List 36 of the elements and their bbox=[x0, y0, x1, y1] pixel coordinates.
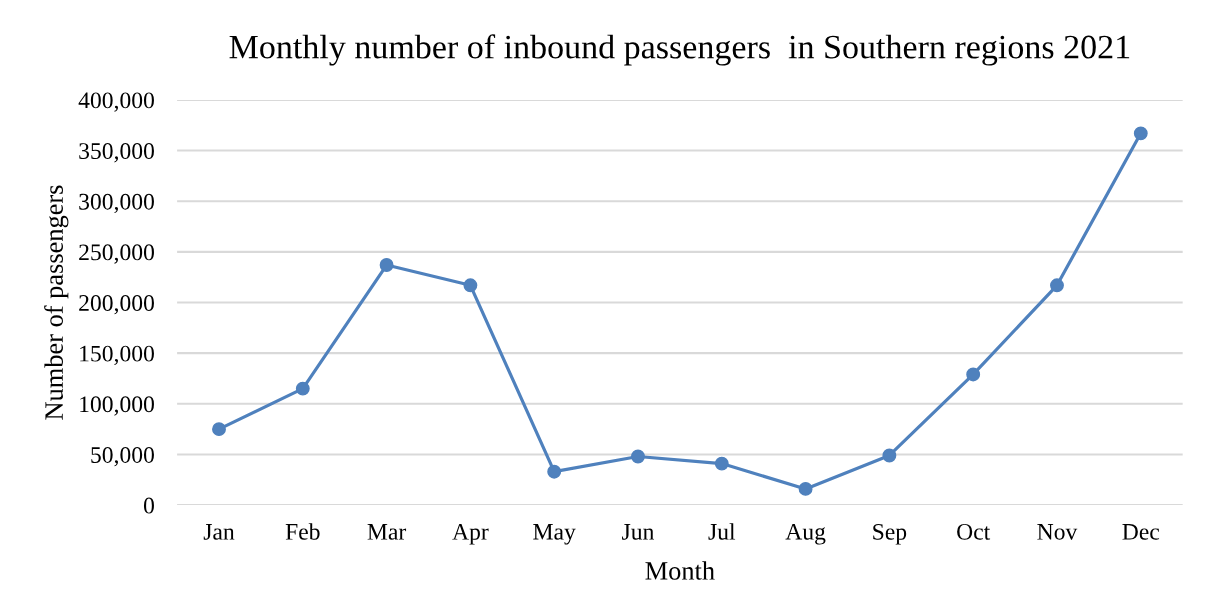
x-tick-label: Aug bbox=[785, 523, 826, 545]
point bbox=[295, 381, 310, 396]
point bbox=[463, 278, 478, 293]
point bbox=[798, 481, 813, 496]
point bbox=[212, 422, 226, 437]
x-tick-label: Feb bbox=[285, 523, 320, 540]
x-tick-label: Dec bbox=[1122, 524, 1160, 540]
y-tick-label: 300,000 bbox=[79, 193, 154, 214]
point bbox=[966, 367, 981, 382]
y-tick-label: 400,000 bbox=[78, 92, 154, 112]
point bbox=[547, 464, 562, 479]
y-tick-label: 50,000 bbox=[91, 446, 154, 467]
x-tick-label: Jun bbox=[622, 524, 655, 540]
x-tick-label: Sep bbox=[873, 523, 907, 545]
x-tick-label: Oct bbox=[957, 523, 991, 540]
x-tick-label: Mar bbox=[367, 524, 407, 540]
point bbox=[882, 448, 897, 463]
y-tick-label: 0 bbox=[143, 497, 154, 514]
y-tick-label: 200,000 bbox=[79, 295, 154, 315]
point bbox=[631, 449, 645, 464]
x-axis-title: Month bbox=[645, 561, 715, 580]
y-tick-label: 150,000 bbox=[80, 345, 154, 365]
point bbox=[379, 258, 394, 272]
chart-title: Monthly number of inbound passengers in Southern regions 2021 bbox=[229, 34, 1130, 66]
x-tick-label: May bbox=[533, 524, 576, 545]
y-tick-label: 100,000 bbox=[80, 396, 154, 416]
y-tick-label: 250,000 bbox=[79, 244, 154, 264]
x-tick-label: Nov bbox=[1037, 524, 1078, 540]
y-axis-title: Number of passengers bbox=[44, 185, 69, 420]
point bbox=[714, 456, 729, 471]
x-tick-label: Jan bbox=[203, 524, 235, 540]
y-tick-label: 350,000 bbox=[79, 143, 154, 163]
x-tick-label: Apr bbox=[452, 523, 489, 545]
x-tick-label: Jul bbox=[708, 523, 736, 540]
point bbox=[1133, 126, 1148, 141]
point bbox=[1050, 278, 1064, 293]
